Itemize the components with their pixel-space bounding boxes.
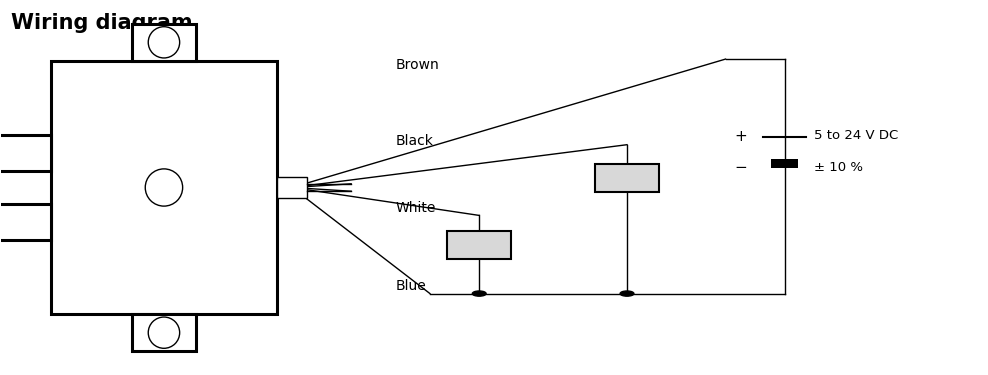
Ellipse shape [148, 27, 180, 58]
Text: Black: Black [395, 134, 434, 148]
Text: −: − [734, 159, 747, 174]
Bar [448, 231, 511, 259]
Bar [595, 164, 659, 192]
Text: Load: Load [464, 239, 494, 252]
Circle shape [620, 291, 634, 296]
Ellipse shape [148, 317, 180, 348]
Circle shape [472, 291, 486, 296]
Bar [132, 314, 196, 351]
Text: Brown: Brown [395, 58, 440, 72]
Text: Wiring diagram: Wiring diagram [11, 12, 193, 33]
Bar [50, 61, 278, 314]
Text: +: + [734, 129, 747, 144]
Text: White: White [395, 201, 436, 215]
Bar [278, 177, 307, 198]
Bar [0, 204, 50, 240]
Ellipse shape [145, 169, 183, 206]
Text: 5 to 24 V DC: 5 to 24 V DC [814, 129, 898, 142]
Text: Blue: Blue [395, 279, 426, 293]
Bar [0, 135, 50, 171]
Text: ± 10 %: ± 10 % [814, 161, 864, 174]
Bar [771, 159, 798, 168]
Text: Load: Load [612, 172, 642, 185]
Bar [132, 24, 196, 61]
